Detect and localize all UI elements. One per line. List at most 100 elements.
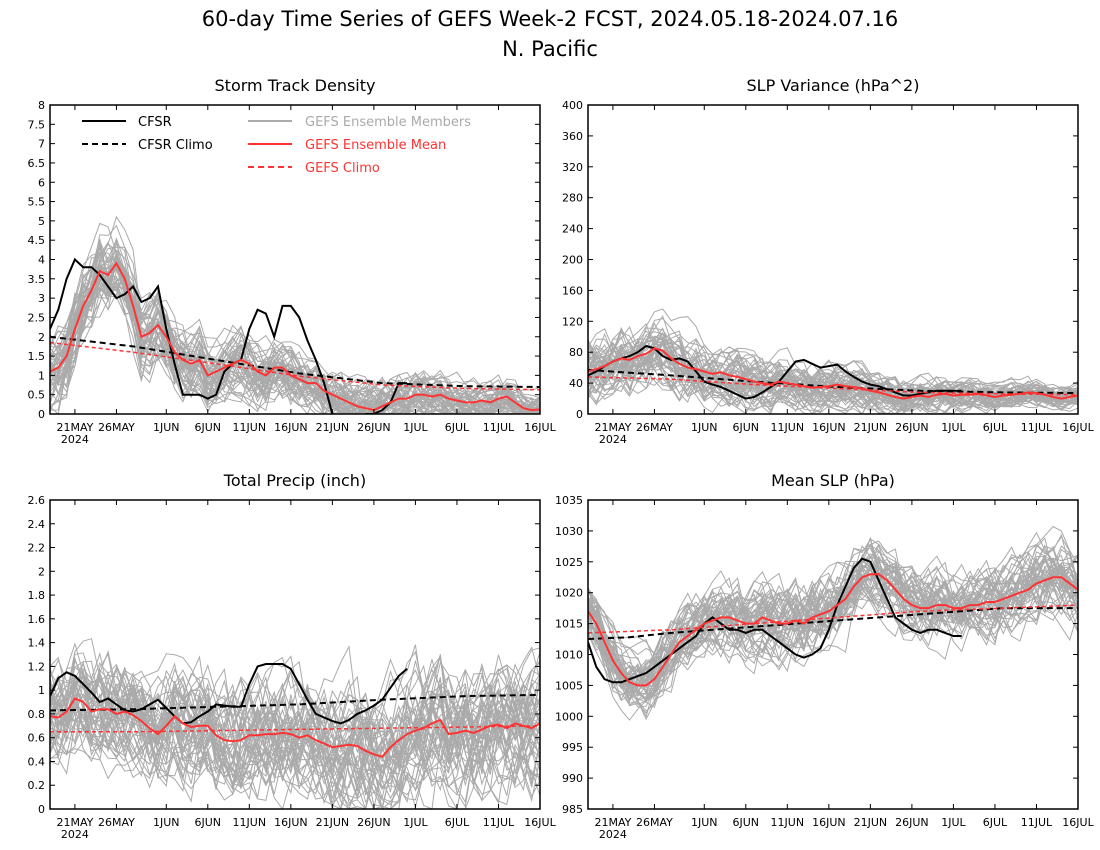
plot-area xyxy=(50,638,540,809)
ensemble-member-line xyxy=(50,683,540,774)
gefs-mean-line xyxy=(588,347,1078,400)
ensemble-member-line xyxy=(50,682,540,808)
y-tick-label: 0 xyxy=(576,408,583,421)
y-tick-label: 2.2 xyxy=(28,542,46,555)
y-tick-label: 1000 xyxy=(555,710,583,723)
legend-label-gefs-climo: GEFS Climo xyxy=(305,161,380,176)
x-tick-label: 26JUN xyxy=(895,421,929,434)
y-tick-label: 200 xyxy=(562,254,583,267)
x-tick-label: 11JUN xyxy=(771,816,805,829)
ensemble-member-line xyxy=(50,702,540,800)
y-tick-label: 1015 xyxy=(555,618,583,631)
x-tick-label: 21MAY xyxy=(56,816,93,829)
ensemble-member-line xyxy=(588,545,1078,668)
y-tick-label: 1.5 xyxy=(28,350,46,363)
x-tick-label: 16JUL xyxy=(1062,421,1094,434)
legend: CFSR CFSR Climo GEFS Ensemble Members GE… xyxy=(82,115,471,176)
legend-label-members: GEFS Ensemble Members xyxy=(305,115,471,130)
gefs-climo-line xyxy=(50,725,540,733)
x-tick-label: 1JUL xyxy=(941,816,966,829)
y-tick-label: 4 xyxy=(38,254,45,267)
x-tick-label: 21JUN xyxy=(316,421,350,434)
x-tick-label: 1JUN xyxy=(153,816,180,829)
cfsr-line xyxy=(50,257,334,414)
y-tick-label: 3 xyxy=(38,292,45,305)
x-tick-label: 11JUL xyxy=(483,421,515,434)
x-tick-label: 21MAY xyxy=(594,816,631,829)
ensemble-member-line xyxy=(588,585,1078,696)
y-tick-label: 1010 xyxy=(555,649,583,662)
y-tick-label: 0 xyxy=(38,408,45,421)
x-tick-label: 1JUN xyxy=(691,421,718,434)
y-tick-label: 990 xyxy=(562,772,583,785)
y-tick-label: 7 xyxy=(38,138,45,151)
panel-4: Mean SLP (hPa) 985 990 995 1000 1005 1010 1015 1… xyxy=(555,471,1095,841)
x-tick-label: 16JUN xyxy=(274,816,308,829)
y-tick-label: 6.5 xyxy=(28,157,46,170)
ensemble-member-line xyxy=(588,347,1078,414)
ensemble-member-line xyxy=(50,258,540,414)
x-tick-label: 11JUN xyxy=(233,421,267,434)
y-tick-label: 80 xyxy=(569,346,583,359)
y-tick-label: 2 xyxy=(38,331,45,344)
x-tick-label: 21JUN xyxy=(854,421,888,434)
y-tick-label: 0.4 xyxy=(28,755,46,768)
x-year-label: 2024 xyxy=(599,828,627,841)
cfsr-line xyxy=(588,557,962,684)
ensemble-member-line xyxy=(50,638,540,770)
x-tick-label: 16JUL xyxy=(1062,816,1094,829)
y-tick-label: 1030 xyxy=(555,525,583,538)
y-tick-label: 5.5 xyxy=(28,196,46,209)
y-tick-label: 280 xyxy=(562,192,583,205)
ensemble-member-line xyxy=(588,533,1078,695)
ensemble-member-line xyxy=(50,666,540,754)
x-tick-label: 11JUN xyxy=(771,421,805,434)
x-tick-label: 6JUN xyxy=(195,421,222,434)
plot-area xyxy=(588,308,1078,414)
y-tick-label: 0.2 xyxy=(28,779,46,792)
ensemble-member-line xyxy=(50,266,540,414)
cfsr-climo-line xyxy=(588,369,1078,395)
y-tick-label: 1020 xyxy=(555,587,583,600)
x-tick-label: 6JUN xyxy=(733,816,760,829)
y-tick-label: 1 xyxy=(38,369,45,382)
y-tick-label: 1.8 xyxy=(28,589,46,602)
legend-label-cfsr: CFSR xyxy=(138,115,172,130)
y-tick-label: 8 xyxy=(38,99,45,112)
x-tick-label: 21MAY xyxy=(594,421,631,434)
cfsr-climo-line xyxy=(50,335,540,388)
x-tick-label: 6JUN xyxy=(195,816,222,829)
x-tick-label: 1JUL xyxy=(403,816,428,829)
panel-1: Storm Track Density 0 0.5 1 1.5 2 2.5 3 3.5 4 4.5 5… xyxy=(28,76,557,446)
y-tick-label: 0 xyxy=(38,803,45,816)
x-tick-label: 16JUN xyxy=(812,421,846,434)
panel-title: Total Precip (inch) xyxy=(223,471,366,490)
x-tick-label: 11JUL xyxy=(483,816,515,829)
x-tick-label: 26MAY xyxy=(98,816,135,829)
panel-title: Mean SLP (hPa) xyxy=(771,471,895,490)
y-tick-label: 3.5 xyxy=(28,273,46,286)
x-tick-label: 26JUN xyxy=(357,816,391,829)
y-tick-label: 1025 xyxy=(555,556,583,569)
y-tick-label: 1.4 xyxy=(28,637,46,650)
ensemble-member-line xyxy=(50,238,540,414)
x-tick-label: 21MAY xyxy=(56,421,93,434)
panel-3: Total Precip (inch) 0 0.2 0.4 0.6 0.8 1 1.2 1.4 1… xyxy=(28,471,557,841)
y-tick-label: 160 xyxy=(562,284,583,297)
gefs-mean-line xyxy=(50,261,540,412)
y-tick-label: 0.8 xyxy=(28,708,46,721)
y-tick-label: 1.6 xyxy=(28,613,46,626)
ensemble-member-line xyxy=(588,555,1078,686)
ensemble-member-line xyxy=(50,675,540,809)
x-tick-label: 11JUN xyxy=(233,816,267,829)
ensemble-member-line xyxy=(588,350,1078,411)
y-tick-label: 320 xyxy=(562,161,583,174)
y-tick-label: 0.6 xyxy=(28,732,46,745)
ensemble-member-line xyxy=(50,243,540,410)
ensemble-member-line xyxy=(50,681,540,809)
plot-area xyxy=(50,215,540,414)
ensemble-member-line xyxy=(588,350,1078,413)
figure-title: 60-day Time Series of GEFS Week-2 FCST, … xyxy=(202,7,899,31)
cfsr-climo-line xyxy=(50,693,540,712)
ensemble-member-line xyxy=(588,548,1078,664)
